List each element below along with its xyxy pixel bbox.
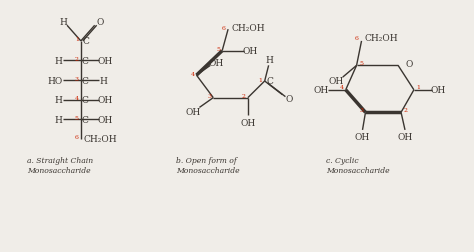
- Text: OH: OH: [98, 57, 113, 66]
- Text: OH: OH: [98, 96, 113, 105]
- Text: 3: 3: [75, 76, 79, 81]
- Text: 6: 6: [355, 36, 358, 41]
- Text: OH: OH: [240, 118, 255, 127]
- Text: C: C: [83, 37, 90, 46]
- Text: O: O: [286, 95, 293, 104]
- Text: O: O: [405, 60, 412, 69]
- Text: H: H: [265, 56, 273, 65]
- Text: 5: 5: [216, 47, 220, 52]
- Text: 2: 2: [75, 57, 79, 62]
- Text: H: H: [54, 115, 62, 124]
- Text: 2: 2: [404, 107, 408, 112]
- Text: HO: HO: [47, 76, 63, 85]
- Text: OH: OH: [209, 59, 224, 68]
- Text: CH₂OH: CH₂OH: [84, 135, 118, 144]
- Text: H: H: [54, 57, 62, 66]
- Text: OH: OH: [313, 86, 328, 95]
- Text: 5: 5: [75, 115, 79, 120]
- Text: O: O: [97, 18, 104, 27]
- Text: 6: 6: [75, 135, 79, 140]
- Text: c. Cyclic
Monosaccharide: c. Cyclic Monosaccharide: [326, 157, 390, 174]
- Text: b. Open form of
Monosaccharide: b. Open form of Monosaccharide: [176, 157, 239, 174]
- Text: 6: 6: [221, 26, 225, 30]
- Text: 2: 2: [242, 94, 246, 99]
- Text: 4: 4: [191, 71, 194, 76]
- Text: a. Straight Chain
Monosaccharide: a. Straight Chain Monosaccharide: [27, 157, 93, 174]
- Text: C: C: [82, 57, 89, 66]
- Text: H: H: [100, 76, 108, 85]
- Text: CH₂OH: CH₂OH: [365, 34, 398, 43]
- Text: H: H: [59, 18, 67, 27]
- Text: OH: OH: [98, 115, 113, 124]
- Text: 1: 1: [259, 77, 263, 82]
- Text: C: C: [267, 77, 273, 86]
- Text: C: C: [82, 115, 89, 124]
- Text: C: C: [82, 96, 89, 105]
- Text: H: H: [54, 96, 62, 105]
- Text: 4: 4: [339, 85, 344, 90]
- Text: C: C: [82, 76, 89, 85]
- Text: 4: 4: [75, 96, 79, 101]
- Text: OH: OH: [431, 86, 446, 95]
- Text: OH: OH: [328, 77, 344, 86]
- Text: 5: 5: [360, 61, 364, 66]
- Text: CH₂OH: CH₂OH: [231, 24, 264, 33]
- Text: 3: 3: [359, 107, 364, 112]
- Text: 3: 3: [207, 94, 211, 99]
- Text: OH: OH: [397, 133, 413, 142]
- Text: OH: OH: [186, 107, 201, 116]
- Text: 1: 1: [416, 85, 420, 90]
- Text: OH: OH: [355, 133, 370, 142]
- Text: OH: OH: [242, 47, 257, 56]
- Text: 1: 1: [75, 37, 79, 42]
